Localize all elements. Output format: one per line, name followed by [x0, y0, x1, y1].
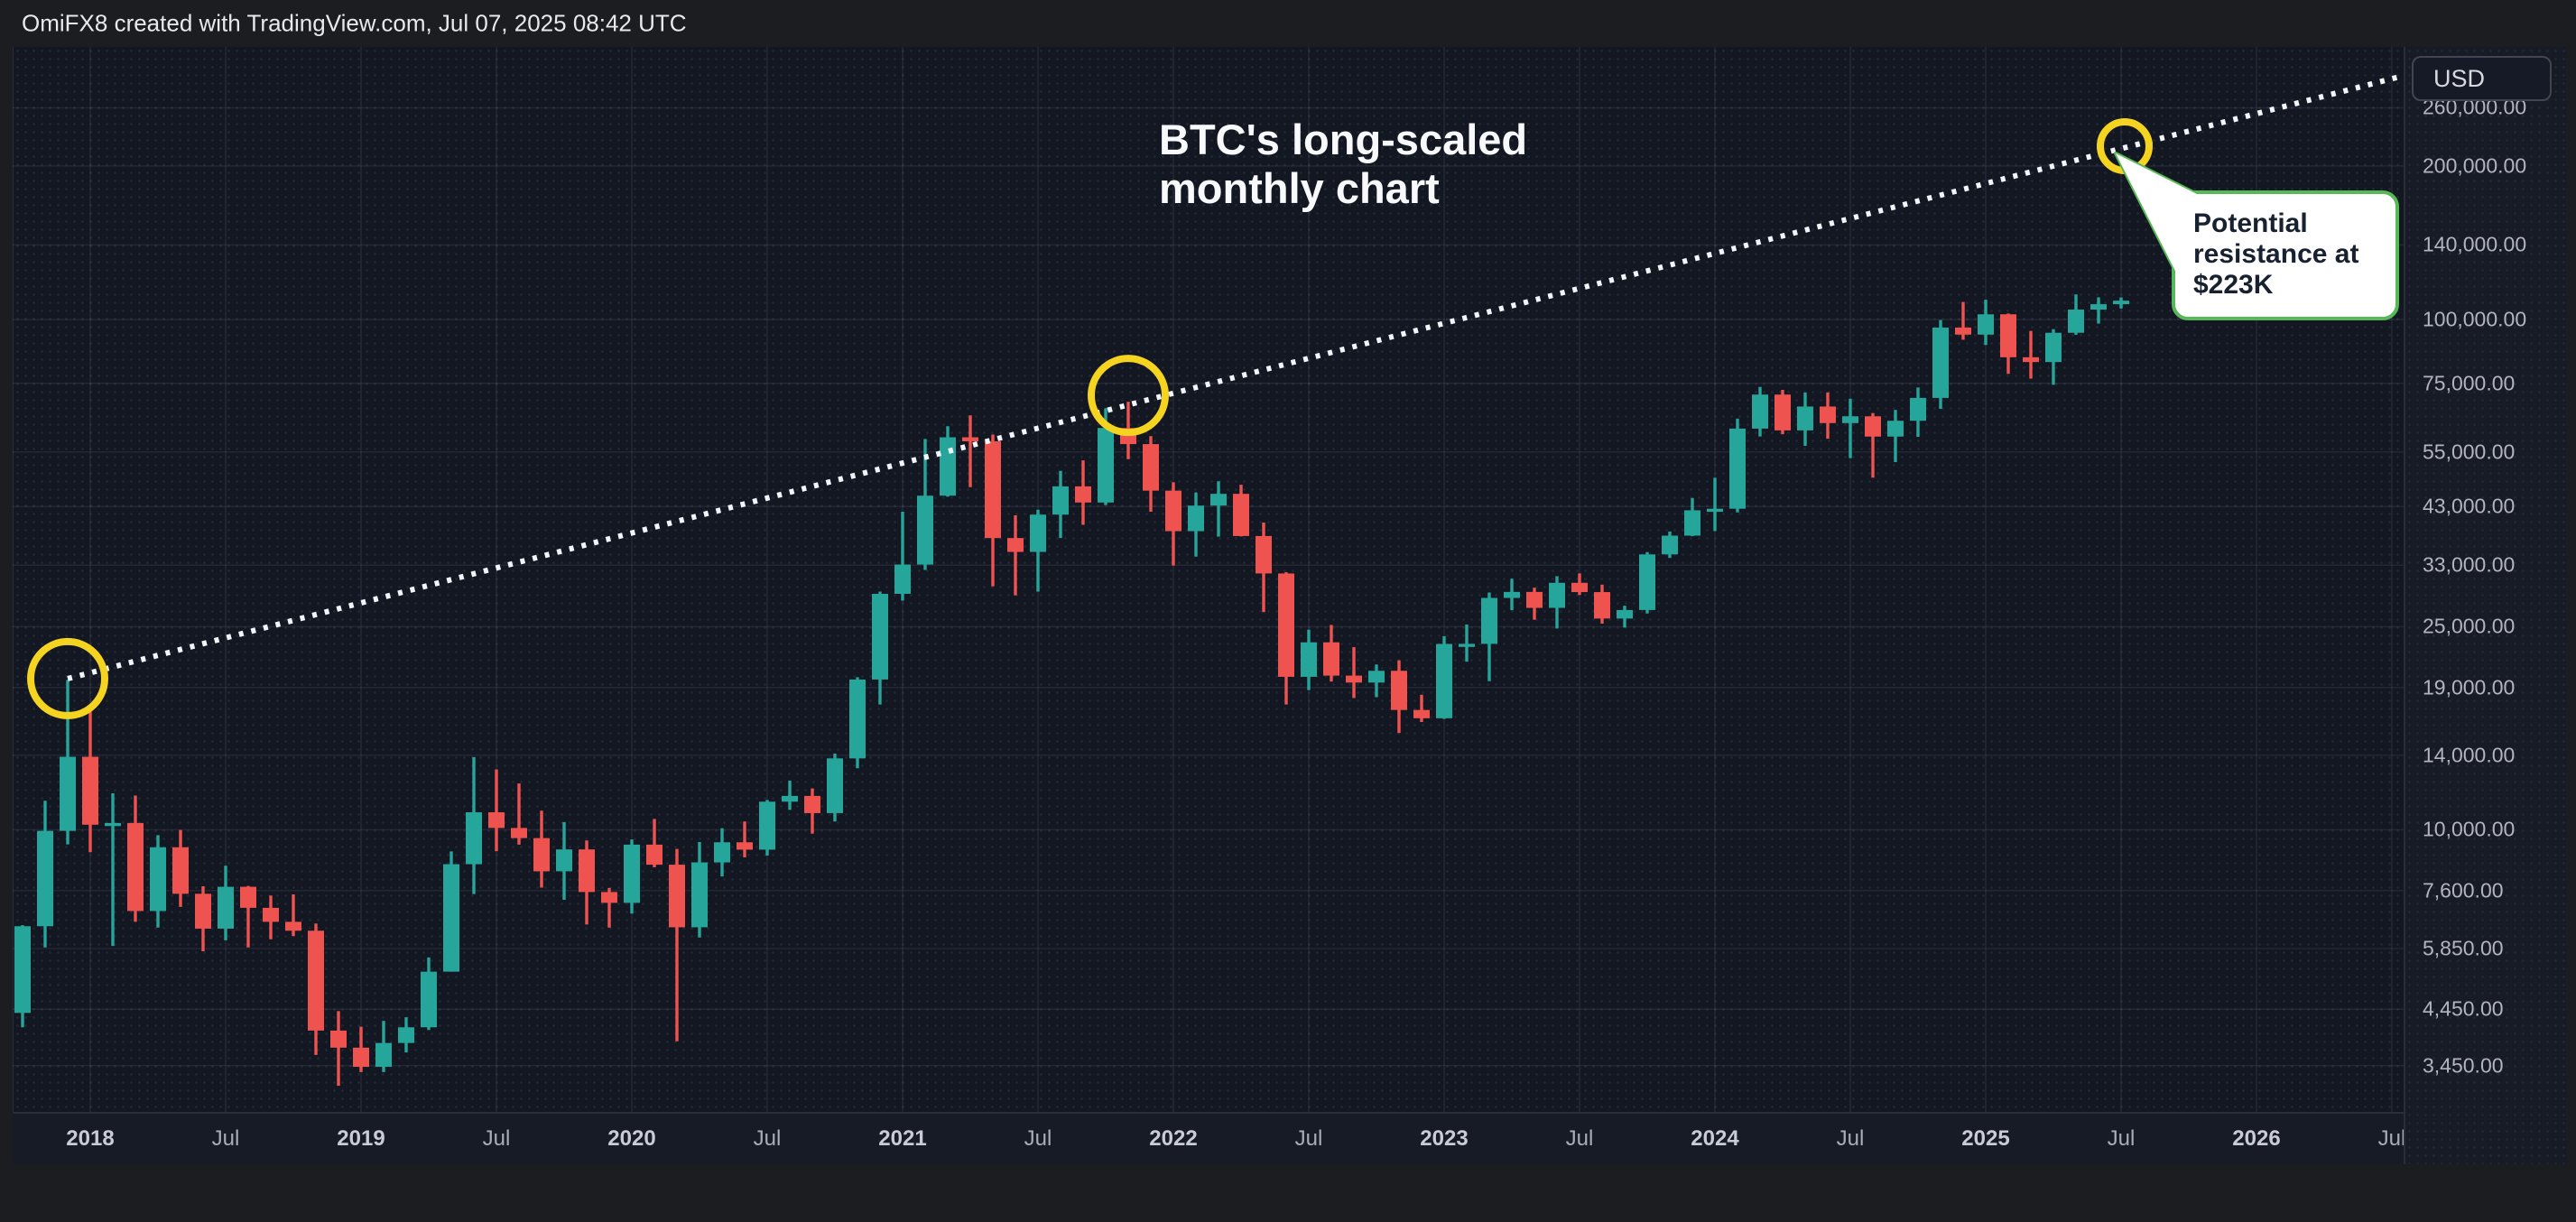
price-label: 140,000.00 [2423, 232, 2527, 256]
price-label: 43,000.00 [2423, 494, 2516, 518]
price-label: 10,000.00 [2423, 817, 2516, 841]
time-label: 2018 [66, 1126, 115, 1151]
resistance-callout-text[interactable]: Potential resistance at $223K [2193, 208, 2359, 300]
chart-title-annotation: BTC's long-scaled monthly chart [1159, 116, 1528, 212]
time-label: 2021 [878, 1126, 927, 1151]
price-label: 4,450.00 [2423, 996, 2504, 1021]
price-label: 33,000.00 [2423, 552, 2516, 577]
time-label: Jul [1565, 1126, 1594, 1151]
footer-bar: TradingView [0, 1164, 2576, 1222]
time-label: 2024 [1691, 1126, 1739, 1151]
time-label: Jul [2107, 1126, 2136, 1151]
time-axis[interactable]: 2018 Jul 2019 Jul 2020 Jul 2021 Jul 2022 Jul 2023 J… [13, 1112, 2404, 1164]
time-label: 2026 [2232, 1126, 2281, 1151]
price-label: 19,000.00 [2423, 675, 2516, 699]
time-label: 2022 [1149, 1126, 1198, 1151]
time-label: Jul [2377, 1126, 2404, 1151]
price-label: 100,000.00 [2423, 307, 2527, 331]
time-label: Jul [1024, 1126, 1052, 1151]
time-label: Jul [211, 1126, 240, 1151]
axis-right-gap [2566, 47, 2576, 1164]
price-label: 14,000.00 [2423, 743, 2516, 767]
time-label: Jul [1836, 1126, 1865, 1151]
attribution-text: OmiFX8 created with TradingView.com, Jul… [22, 9, 687, 37]
time-label: Jul [753, 1126, 782, 1151]
time-label: 2020 [607, 1126, 656, 1151]
time-label: Jul [482, 1126, 511, 1151]
time-label: 2019 [337, 1126, 385, 1151]
price-label: 200,000.00 [2423, 153, 2527, 178]
price-label: 55,000.00 [2423, 440, 2516, 464]
price-label: 5,850.00 [2423, 936, 2504, 960]
price-label: 75,000.00 [2423, 371, 2516, 395]
time-label: Jul [1294, 1126, 1323, 1151]
top-attribution-bar: OmiFX8 created with TradingView.com, Jul… [0, 0, 2576, 47]
price-axis[interactable]: 260,000.00 200,000.00 140,000.00 100,000.00… [2404, 47, 2566, 1164]
price-label: 7,600.00 [2423, 878, 2504, 903]
time-label: 2025 [1961, 1126, 2010, 1151]
currency-label: USD [2433, 64, 2486, 92]
currency-toggle-button[interactable]: USD [2412, 56, 2552, 101]
time-label: 2023 [1420, 1126, 1469, 1151]
price-label: 3,450.00 [2423, 1053, 2504, 1078]
price-label: 25,000.00 [2423, 614, 2516, 638]
